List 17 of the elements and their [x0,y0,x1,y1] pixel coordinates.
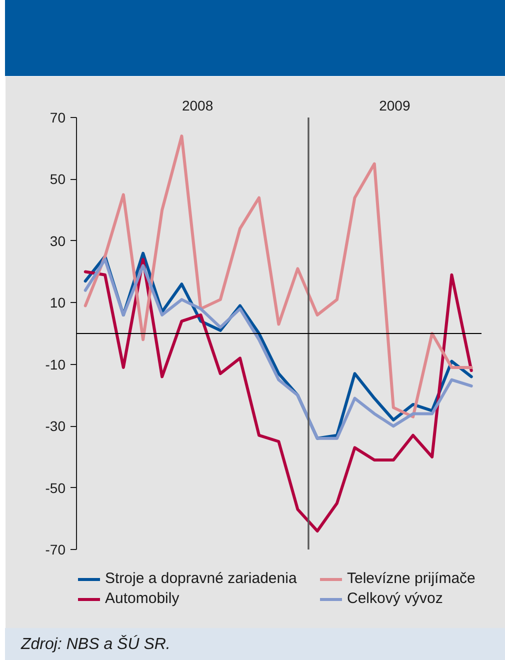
y-tick-label: -70 [45,542,66,558]
y-tick-label: -50 [45,480,66,496]
legend-label: Stroje a dopravné zariadenia [105,570,298,587]
y-tick-label: 10 [50,294,66,311]
legend-label: Celkový vývoz [347,590,444,607]
line-series [84,258,473,532]
x-tick-label: 2009 [379,98,410,114]
y-tick-label: 70 [50,110,66,126]
y-tick-label: -30 [45,418,66,434]
y-tick-label: -10 [45,356,66,372]
y-tick-label: 30 [50,232,66,249]
legend-label: Televízne prijímače [347,570,476,587]
x-tick-label: 2008 [182,98,214,114]
legend-label: Automobily [105,590,180,607]
y-tick-label: 50 [50,171,66,188]
text: Zdroj: NBS a ŠÚ SR. [21,634,170,655]
line-series [84,134,473,418]
